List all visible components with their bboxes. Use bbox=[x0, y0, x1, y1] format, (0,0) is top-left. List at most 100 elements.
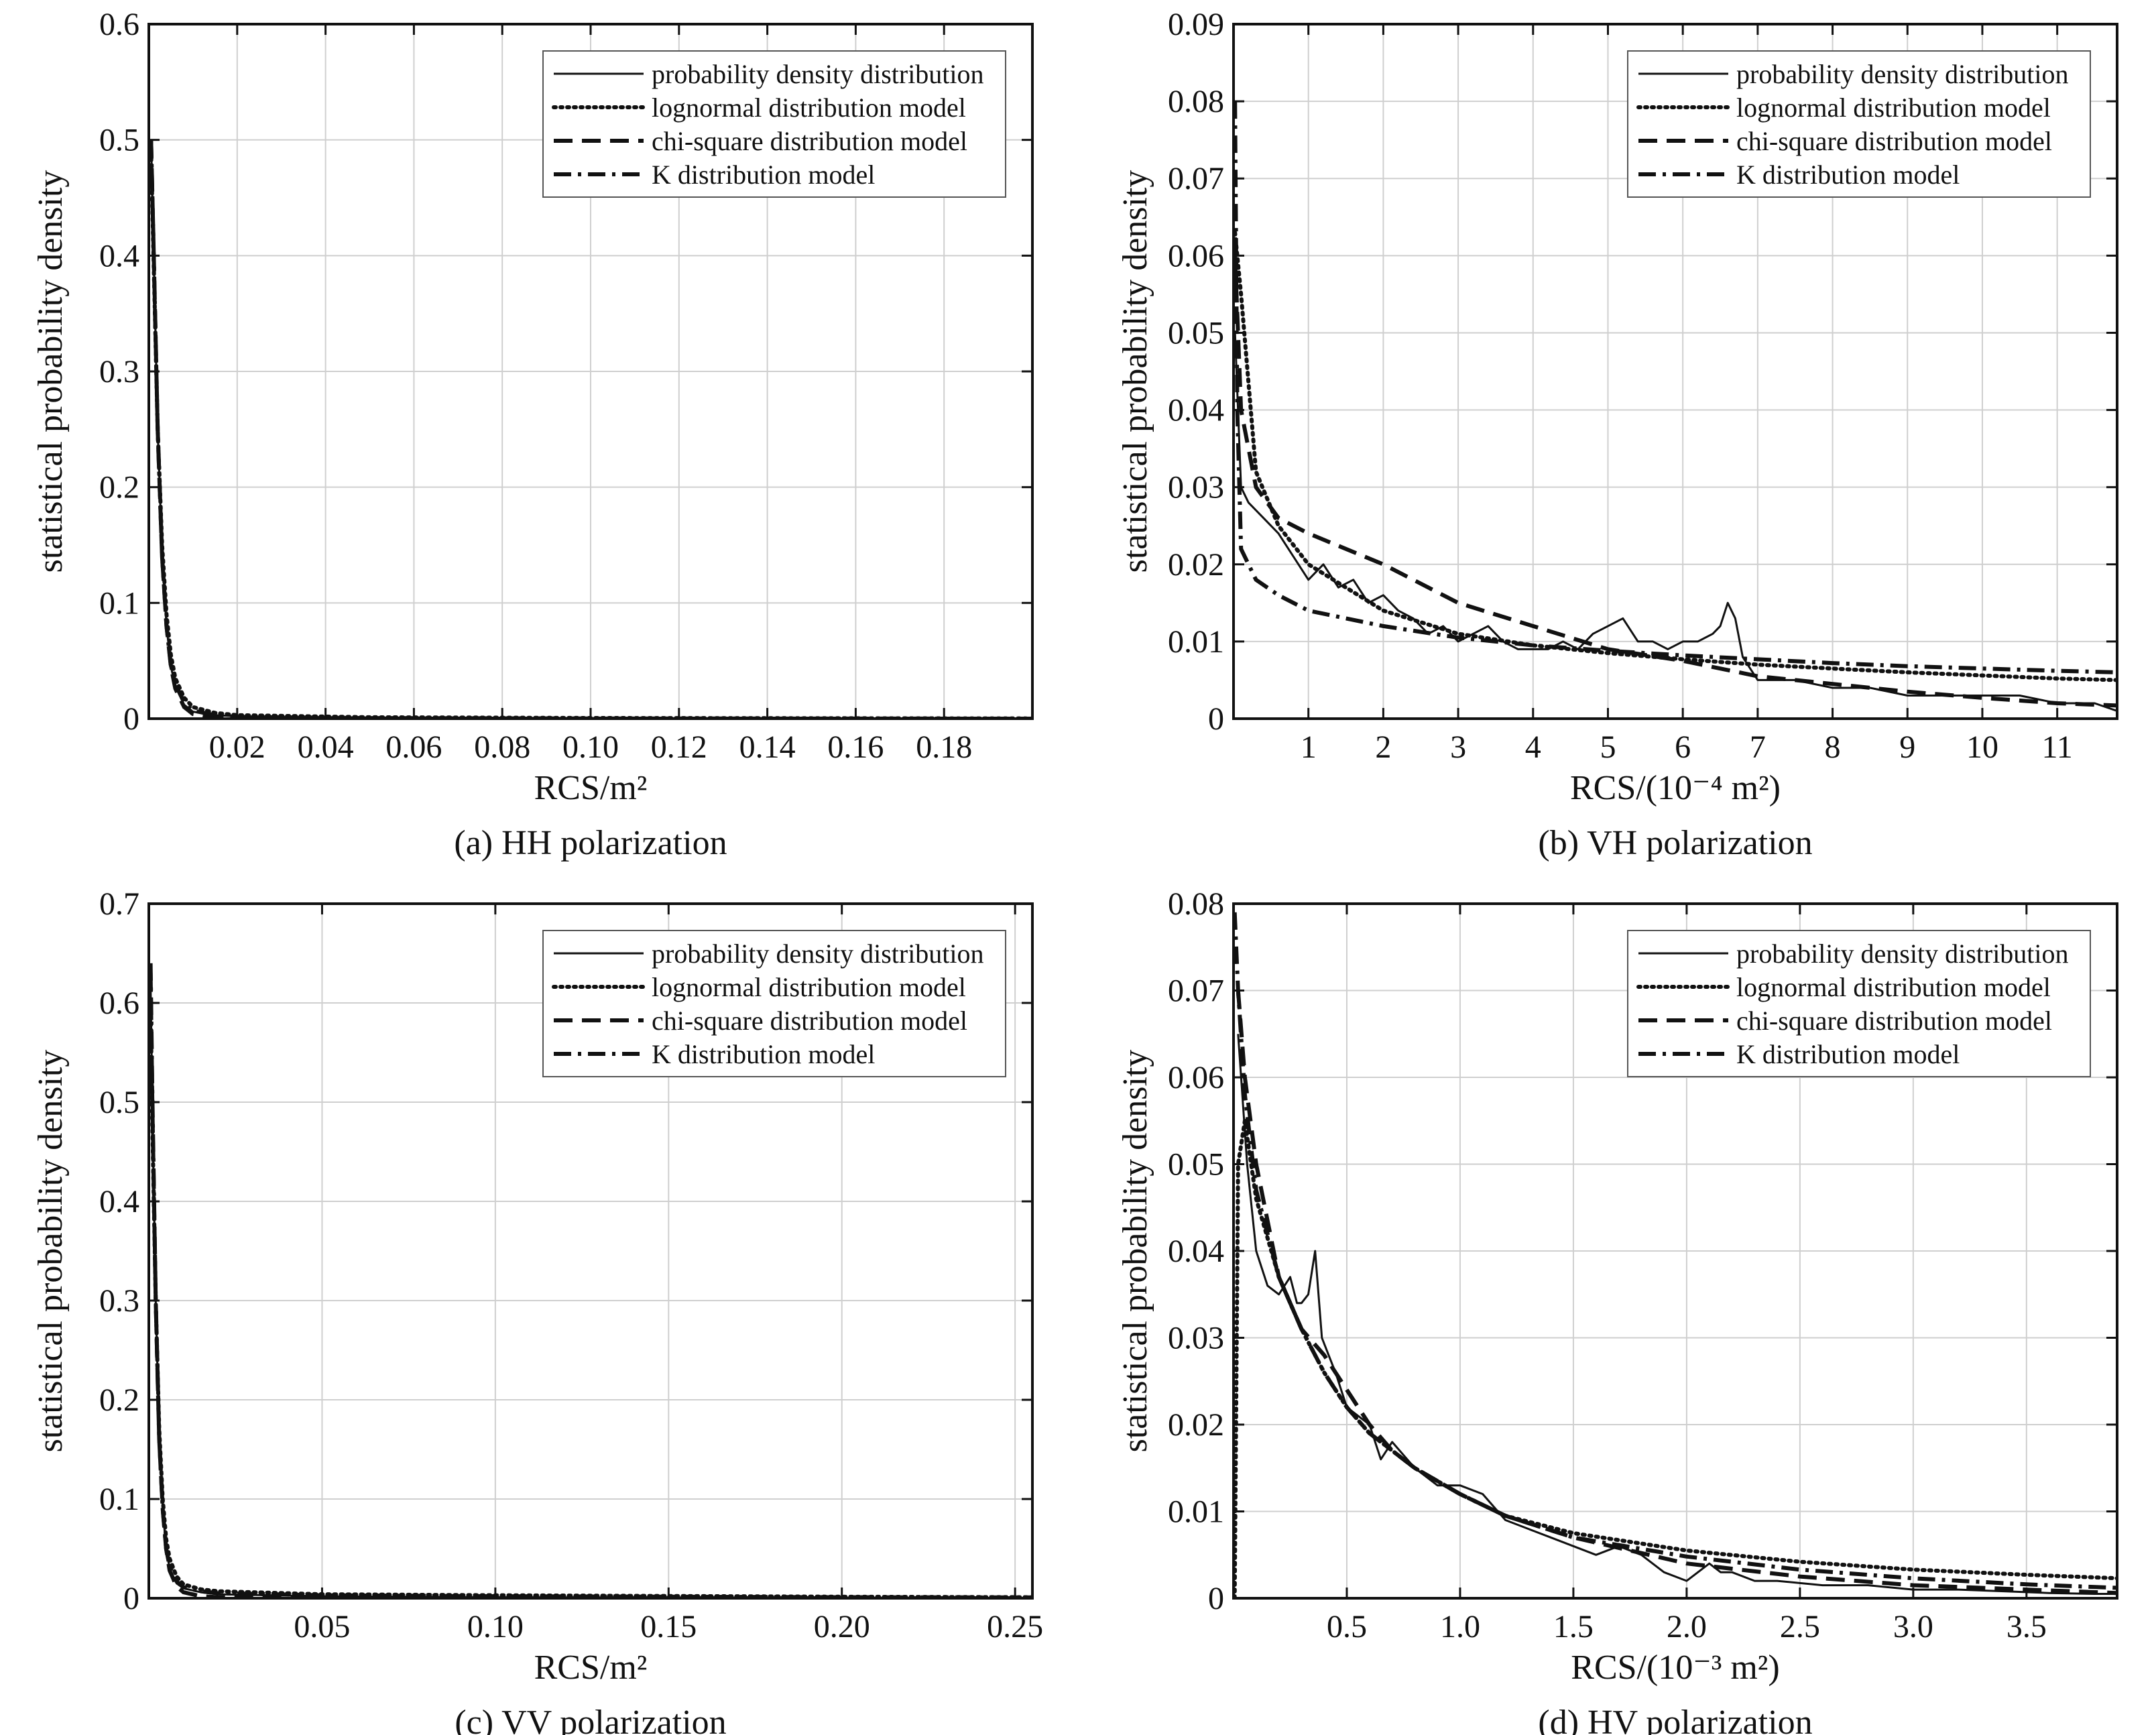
x-tick-label: 9 bbox=[1899, 729, 1915, 765]
x-tick-label: 1 bbox=[1301, 729, 1317, 765]
y-tick-label: 0.1 bbox=[99, 1482, 139, 1517]
legend-label: lognormal distribution model bbox=[1736, 93, 2051, 123]
x-tick-label: 0.12 bbox=[651, 729, 707, 765]
series-group bbox=[149, 139, 1032, 719]
y-tick-label: 0.4 bbox=[99, 1184, 139, 1219]
y-tick-label: 0.04 bbox=[1168, 1234, 1224, 1269]
y-tick-label: 0.06 bbox=[1168, 1060, 1224, 1095]
y-tick-label: 0.07 bbox=[1168, 161, 1224, 196]
series-line-solid bbox=[1237, 1034, 2117, 1595]
y-tick-label: 0.1 bbox=[99, 585, 139, 621]
x-tick-label: 0.06 bbox=[385, 729, 442, 765]
x-tick-label: 0.15 bbox=[640, 1609, 697, 1644]
x-tick-label: 1.0 bbox=[1440, 1609, 1480, 1644]
series-line-solid bbox=[149, 139, 1032, 719]
x-tick-label: 0.20 bbox=[814, 1609, 870, 1644]
legend-label: lognormal distribution model bbox=[652, 972, 966, 1002]
y-tick-label: 0.6 bbox=[99, 985, 139, 1021]
y-tick-label: 0.04 bbox=[1168, 393, 1224, 428]
panel-d: 0.5 1.0 1.5 2.0 2.5 3.0 3.5 0 0.01 0.02 0.03 0.04 0.… bbox=[1116, 886, 2118, 1735]
y-tick-label: 0.02 bbox=[1168, 1407, 1224, 1443]
y-tick-label: 0.05 bbox=[1168, 1147, 1224, 1183]
panel-b: 1 2 3 4 5 6 7 8 9 10 11 0 0.01 0.02 0.03 0.04 0.05 0.06 0.… bbox=[1116, 7, 2118, 862]
series-line-dashed bbox=[149, 139, 1032, 719]
plot-frame bbox=[1232, 23, 2118, 720]
legend-box bbox=[1627, 930, 2091, 1077]
legend-label: chi-square distribution model bbox=[1736, 126, 2052, 156]
y-axis-label: statistical probability density bbox=[32, 1050, 70, 1453]
x-tick-label: 3 bbox=[1450, 729, 1466, 765]
y-tick-label: 0.4 bbox=[99, 238, 139, 274]
y-tick-label: 0.05 bbox=[1168, 315, 1224, 351]
y-tick-label: 0.5 bbox=[99, 1085, 139, 1120]
panel-a: 0.02 0.04 0.06 0.08 0.10 0.12 0.14 0.16 0.18 0 0.1… bbox=[32, 7, 1034, 862]
panel-caption: (c) VV polarization bbox=[455, 1703, 726, 1735]
x-tick-label: 0.05 bbox=[294, 1609, 350, 1644]
x-tick-label: 0.08 bbox=[474, 729, 530, 765]
series-line-dotted bbox=[1234, 1118, 2117, 1598]
legend-label: probability density distribution bbox=[1736, 59, 2069, 89]
y-tick-label: 0.08 bbox=[1168, 84, 1224, 119]
y-axis-label: statistical probability density bbox=[1116, 170, 1154, 573]
y-tick-label: 0 bbox=[1208, 701, 1224, 737]
panel-caption: (a) HH polarization bbox=[454, 824, 727, 862]
y-tick-label: 0.07 bbox=[1168, 973, 1224, 1009]
legend: probability density distributionlognorma… bbox=[1627, 930, 2091, 1077]
legend-label: K distribution model bbox=[1736, 160, 1960, 190]
y-tick-label: 0.2 bbox=[99, 470, 139, 505]
x-tick-label: 3.5 bbox=[2007, 1609, 2047, 1644]
y-tick-label: 0.03 bbox=[1168, 470, 1224, 505]
legend-label: probability density distribution bbox=[652, 59, 984, 89]
y-tick-label: 0.2 bbox=[99, 1382, 139, 1418]
y-tick-label: 0.06 bbox=[1168, 238, 1224, 274]
x-axis-label: RCS/(10⁻⁴ m²) bbox=[1570, 769, 1781, 807]
x-tick-label: 0.5 bbox=[1327, 1609, 1367, 1644]
legend-label: lognormal distribution model bbox=[652, 93, 966, 123]
x-tick-label: 2 bbox=[1375, 729, 1391, 765]
x-tick-label: 0.10 bbox=[562, 729, 619, 765]
series-line-dashed bbox=[1236, 990, 2117, 1596]
plot-frame bbox=[147, 902, 1034, 1600]
legend-box bbox=[542, 930, 1006, 1077]
x-tick-label: 5 bbox=[1600, 729, 1616, 765]
legend-box bbox=[1627, 50, 2091, 198]
series-line-dashdot bbox=[149, 139, 1032, 719]
x-tick-label: 0.10 bbox=[467, 1609, 524, 1644]
y-tick-label: 0.01 bbox=[1168, 1494, 1224, 1530]
y-tick-label: 0.5 bbox=[99, 123, 139, 158]
panel-caption: (d) HV polarization bbox=[1538, 1703, 1812, 1735]
x-tick-label: 7 bbox=[1750, 729, 1766, 765]
x-tick-label: 0.18 bbox=[916, 729, 972, 765]
series-group bbox=[1234, 101, 2117, 712]
series-group bbox=[1234, 912, 2117, 1598]
series-line-solid bbox=[1234, 333, 2117, 712]
series-line-dotted bbox=[1234, 230, 2117, 682]
legend-label: lognormal distribution model bbox=[1736, 972, 2051, 1002]
y-tick-label: 0.3 bbox=[99, 354, 139, 390]
legend-box bbox=[542, 50, 1006, 198]
x-tick-label: 2.5 bbox=[1780, 1609, 1820, 1644]
x-tick-label: 8 bbox=[1825, 729, 1841, 765]
x-axis-label: RCS/m² bbox=[534, 1649, 648, 1687]
legend: probability density distribution lognorma… bbox=[542, 50, 1006, 198]
y-tick-label: 0.6 bbox=[99, 7, 139, 42]
x-tick-label: 10 bbox=[1966, 729, 1998, 765]
y-tick-label: 0 bbox=[1208, 1581, 1224, 1616]
y-tick-label: 0 bbox=[123, 701, 139, 737]
y-axis-label: statistical probability density bbox=[1116, 1050, 1154, 1453]
series-line-dashed bbox=[1234, 255, 2117, 708]
x-axis-label: RCS/m² bbox=[534, 769, 648, 807]
series-line-dashdot bbox=[1234, 101, 2117, 674]
y-tick-label: 0.01 bbox=[1168, 624, 1224, 660]
x-tick-label: 0.04 bbox=[298, 729, 354, 765]
panel-c: 0.05 0.10 0.15 0.20 0.25 0 0.1 0.2 0.3 0.4 0.5 0.6 0… bbox=[32, 886, 1043, 1735]
legend-label: chi-square distribution model bbox=[1736, 1006, 2052, 1036]
x-tick-label: 3.0 bbox=[1893, 1609, 1933, 1644]
legend: probability density distribution lognorma… bbox=[1627, 50, 2091, 198]
y-tick-label: 0.02 bbox=[1168, 547, 1224, 583]
y-tick-label: 0.08 bbox=[1168, 886, 1224, 922]
series-line-dashdot bbox=[1234, 912, 2117, 1590]
x-tick-label: 4 bbox=[1525, 729, 1541, 765]
x-tick-label: 0.25 bbox=[987, 1609, 1043, 1644]
